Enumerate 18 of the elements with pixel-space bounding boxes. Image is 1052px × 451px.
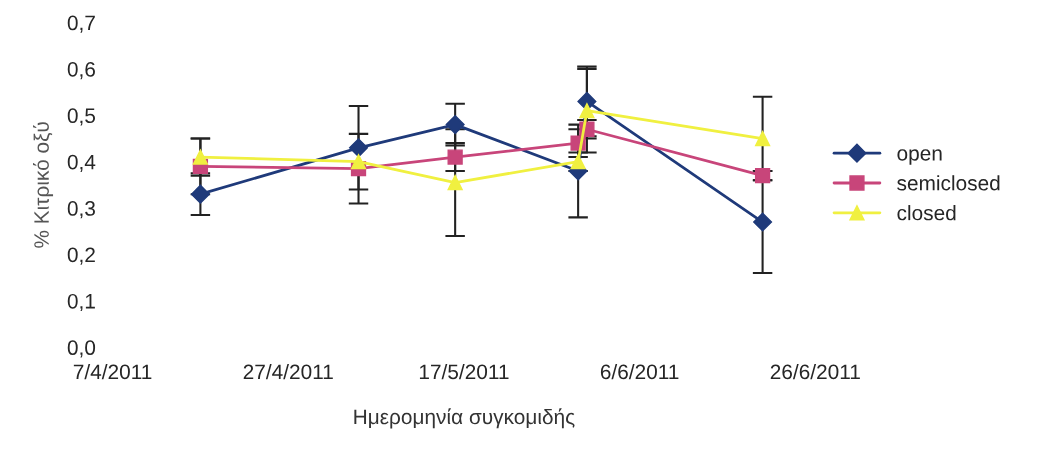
x-axis-title: Ημερομηνία συγκομιδής	[354, 408, 575, 429]
y-tick-label: 0,1	[67, 293, 95, 312]
y-tick-label: 0,3	[67, 201, 95, 219]
x-tick-label: 26/6/2011	[770, 363, 860, 380]
y-tick-label: 0,6	[67, 61, 95, 80]
legend-label: closed	[897, 205, 956, 221]
y-tick-label: 0,2	[67, 247, 95, 265]
y-tick-label: 0,4	[67, 154, 96, 172]
y-tick-label: 0,0	[67, 340, 96, 358]
x-tick-label: 6/6/2011	[600, 363, 679, 380]
y-tick-label: 0,5	[67, 108, 96, 126]
x-tick-label: 17/5/2011	[419, 363, 509, 380]
x-tick-label: 27/4/2011	[243, 363, 333, 380]
legend-label: open	[897, 149, 942, 165]
x-tick-label: 7/4/2011	[73, 363, 152, 380]
y-tick-label: 0,7	[67, 15, 95, 33]
legend-label: semiclosed	[897, 175, 1000, 191]
y-axis-title: % Κιτρικό οξύ	[33, 122, 54, 248]
